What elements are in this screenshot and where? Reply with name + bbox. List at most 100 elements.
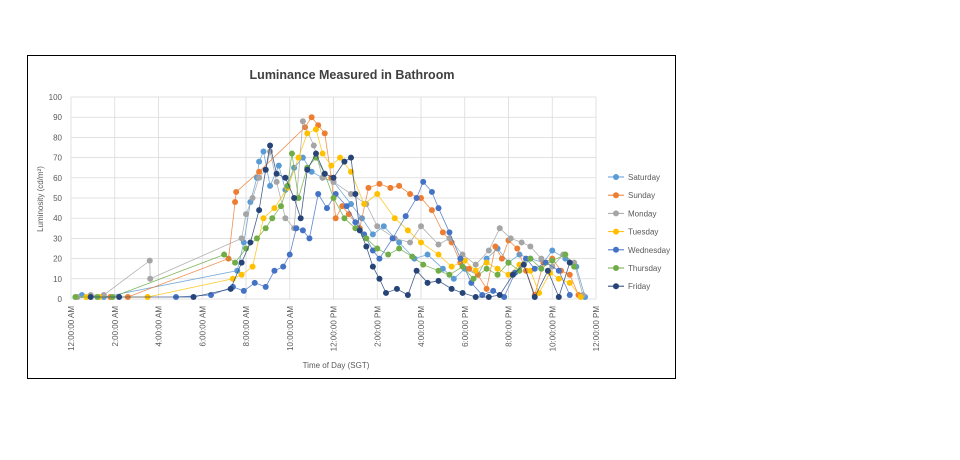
data-point [238,259,245,266]
y-tick-label: 100 [49,93,63,102]
data-point [256,158,263,165]
data-point [505,259,512,266]
chart-frame: Luminance Measured in Bathroom 0 10 20 30 40… [27,55,676,379]
data-point [485,247,492,254]
x-tick-label: 4:00:00 AM [155,306,164,347]
data-point [446,229,453,236]
data-point [385,251,392,258]
x-tick-label: 12:00:00 AM [67,306,76,351]
data-point [466,265,473,272]
data-point [190,293,197,300]
x-tick-label: 4:00:00 PM [417,306,426,347]
data-point [304,130,311,137]
series-line [77,121,584,298]
data-point [428,188,435,195]
data-point [549,247,556,254]
data-point [479,291,486,298]
data-point [146,257,153,264]
data-point [321,170,328,177]
legend-marker [613,228,619,235]
data-point [555,293,562,300]
x-tick-label: 12:00:00 PM [330,306,339,352]
data-point [330,174,337,181]
data-point [514,245,521,252]
data-point [306,235,313,242]
y-tick-label: 70 [53,154,62,163]
data-point [332,215,339,222]
data-point [566,291,573,298]
data-point [380,223,387,230]
data-point [418,223,424,230]
x-tick-label: 8:00:00 AM [242,306,251,347]
data-point [288,150,295,157]
data-point [240,287,247,294]
data-point [566,259,573,266]
data-point [232,199,239,206]
data-point [369,263,376,270]
series-layer [72,114,589,300]
data-point [247,239,254,246]
data-point [435,205,442,212]
data-point [542,259,549,266]
data-point [527,243,534,250]
data-point [348,154,354,161]
data-point [531,265,538,272]
data-point [402,213,409,220]
data-point [571,263,578,270]
y-tick-labels: 0 10 20 30 40 50 60 70 80 90 100 [49,93,63,304]
data-point [299,154,306,161]
data-point [374,223,381,230]
data-point [396,182,403,189]
data-point [87,293,94,300]
chart-svg: Luminance Measured in Bathroom 0 10 20 30 40… [36,68,670,370]
data-point [251,279,258,286]
data-point [348,190,354,197]
data-point [256,168,263,175]
data-point [341,215,348,222]
data-point [418,239,424,246]
data-point [363,243,370,250]
data-point [374,190,381,197]
data-point [260,148,267,155]
data-point [424,279,431,286]
data-point [424,251,431,258]
data-point [286,251,293,258]
legend-label: Friday [628,282,650,291]
data-point [295,195,302,201]
data-point [538,255,545,262]
data-point [271,267,278,274]
data-point [267,142,274,149]
x-tick-labels: 12:00:00 AM 2:00:00 AM 4:00:00 AM 6:00:00 A… [67,306,601,352]
x-tick-label: 8:00:00 PM [505,306,514,347]
data-point [396,239,403,246]
data-point [313,150,319,157]
data-point [435,267,442,274]
data-point [413,267,420,274]
data-point [293,225,300,232]
data-point [238,271,245,278]
data-point [313,126,319,133]
data-point [221,251,228,258]
y-tick-label: 60 [53,174,62,183]
data-point [516,261,523,268]
x-tick-label: 6:00:00 PM [461,306,470,347]
data-point [356,227,363,234]
data-point [472,267,479,274]
legend-marker [613,265,619,271]
data-point [494,265,501,272]
data-point [544,267,551,274]
data-point [549,257,556,264]
data-point [147,275,154,282]
data-point [518,239,525,246]
data-point [566,279,573,286]
data-point [407,190,414,197]
data-point [321,130,328,137]
y-tick-label: 40 [53,214,62,223]
data-point [297,215,304,222]
data-point [494,271,501,278]
data-point [282,215,289,222]
data-point [448,285,455,292]
data-point [262,225,269,232]
data-point [328,162,335,169]
data-point [253,235,260,242]
